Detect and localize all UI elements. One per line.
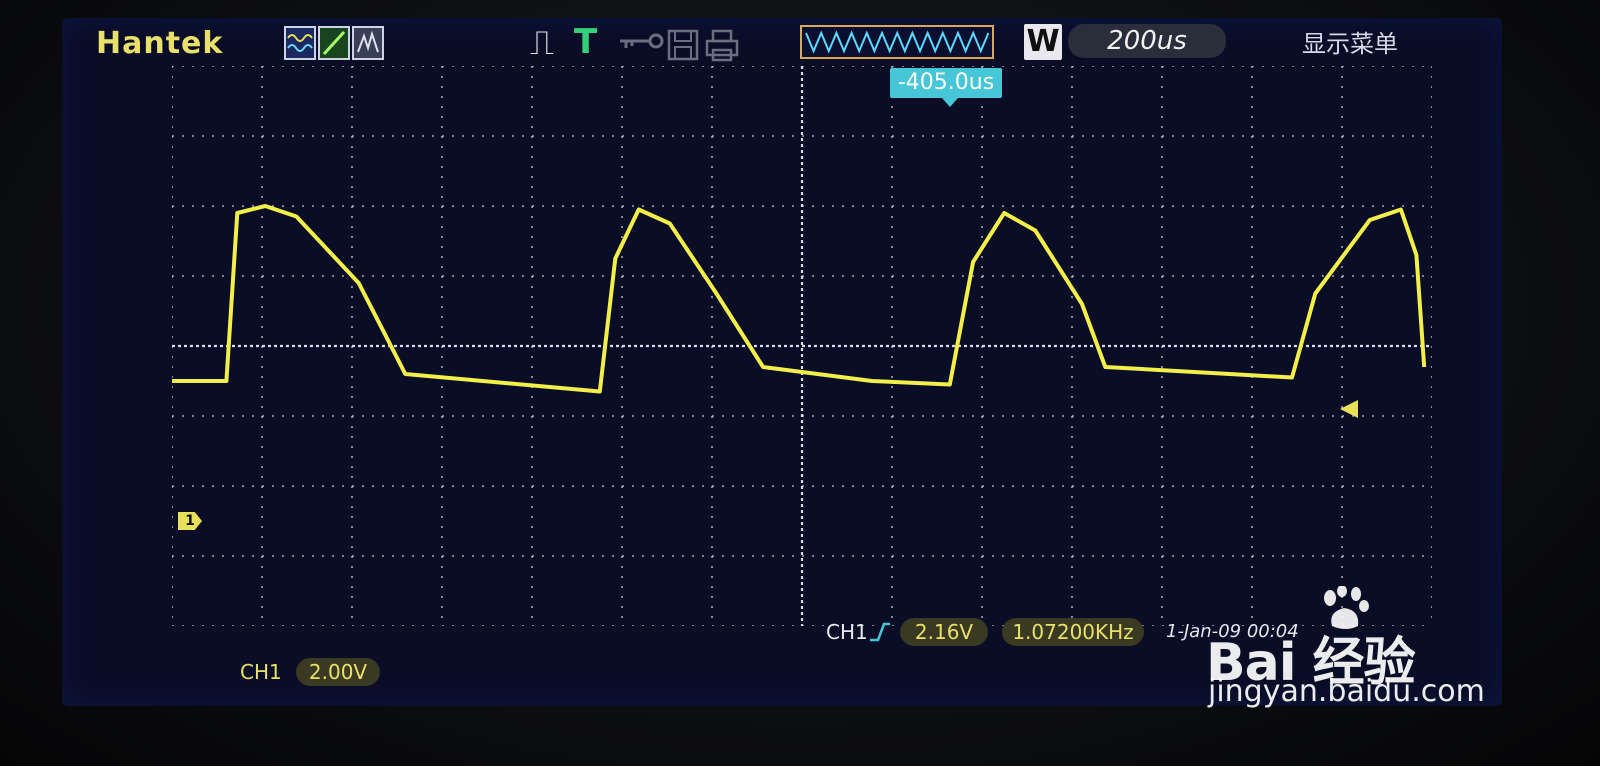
frequency-readout: 1.07200KHz — [1002, 618, 1144, 646]
print-icon[interactable] — [704, 28, 740, 62]
ch1-waveform-trace — [172, 204, 1427, 394]
volts-per-div-readout[interactable]: 2.00V — [296, 658, 380, 686]
trigger-level-marker[interactable] — [1340, 400, 1358, 418]
channel-label: CH1 — [240, 660, 282, 684]
waveform-grid — [172, 66, 1432, 626]
timebase-readout[interactable]: 200us — [1068, 24, 1226, 58]
window-zoom-button[interactable]: W — [1024, 24, 1062, 60]
rising-edge-icon — [870, 622, 890, 642]
trigger-status-icon: T — [574, 22, 598, 62]
fft-mode-icon[interactable] — [352, 26, 384, 60]
waveform-mode-icon[interactable] — [284, 26, 316, 60]
date-time-readout: 1-Jan-09 00:04 — [1166, 621, 1299, 642]
key-lock-icon[interactable] — [618, 28, 664, 54]
display-menu-label[interactable]: 显示菜单 — [1302, 30, 1398, 58]
oscilloscope-screen: Hantek ⎍ T — [62, 18, 1502, 706]
brand-logo: Hantek — [96, 26, 224, 61]
baidu-paw-logo — [1324, 586, 1369, 629]
xy-mode-icon[interactable] — [318, 26, 350, 60]
save-icon[interactable] — [666, 28, 700, 62]
trigger-level-readout[interactable]: 2.16V — [900, 618, 988, 646]
trigger-source-label: CH1 — [826, 620, 868, 644]
top-bar: Hantek ⎍ T — [62, 18, 1502, 70]
baidu-watermark-url: jingyan.baidu.com — [1208, 674, 1485, 709]
trigger-edge-icon[interactable]: ⎍ — [530, 23, 554, 63]
ch1-ground-marker[interactable]: 1 — [178, 512, 202, 530]
memory-position-bar[interactable] — [800, 25, 994, 59]
trigger-position-readout: -405.0us — [890, 68, 1002, 107]
baidu-watermark-text: Bai 经验 — [1206, 633, 1416, 693]
